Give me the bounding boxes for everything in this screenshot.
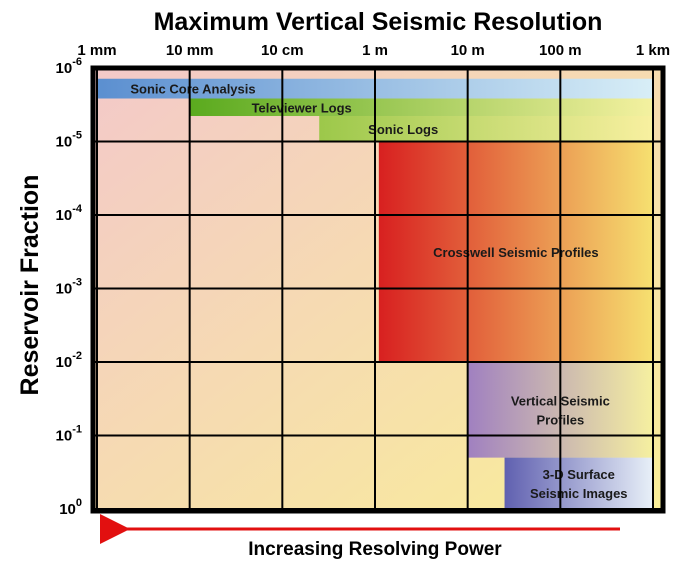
band-label: Seismic Images [530,486,628,501]
x-tick-label: 10 m [451,42,485,59]
y-tick-label: 10-6 [56,56,82,77]
x-tick-label: 1 km [636,42,670,59]
x-tick-label: 10 cm [261,42,304,59]
band-label: Televiewer Logs [252,100,352,115]
plot-area: Sonic Core Analysis Televiewer Logs Sonic … [90,65,666,514]
y-tick-label: 10-5 [56,130,82,151]
band-televiewer-logs [189,98,653,117]
y-tick-label: 100 [59,497,82,518]
x-axis-label: Increasing Resolving Power [248,539,502,560]
x-tick-label: 1 mm [77,42,116,59]
y-tick-label: 10-2 [56,350,82,371]
band-label: Sonic Core Analysis [130,82,255,97]
y-tick-label: 10-4 [56,203,83,224]
band-crosswell-seismic-profiles [378,141,653,362]
band-3-d-surface-seismic-images [504,457,653,509]
y-tick-labels: 10-6 10-5 10-4 10-3 10-2 10-1 100 [56,56,83,518]
y-tick-label: 10-1 [56,424,82,445]
band-label: Sonic Logs [368,122,438,137]
x-tick-label: 1 m [362,42,388,59]
x-tick-labels: 1 mm 10 mm 10 cm 1 m 10 m 100 m 1 km [77,42,670,59]
band-label: 3-D Surface [543,467,615,482]
band-label: Crosswell Seismic Profiles [433,245,598,260]
chart-title: Maximum Vertical Seismic Resolution [154,8,603,36]
plot-frame [90,65,666,514]
x-tick-label: 100 m [539,42,582,59]
y-tick-label: 10-3 [56,277,82,298]
x-tick-label: 10 mm [166,42,214,59]
y-axis-label: Reservoir Fraction [16,175,44,396]
